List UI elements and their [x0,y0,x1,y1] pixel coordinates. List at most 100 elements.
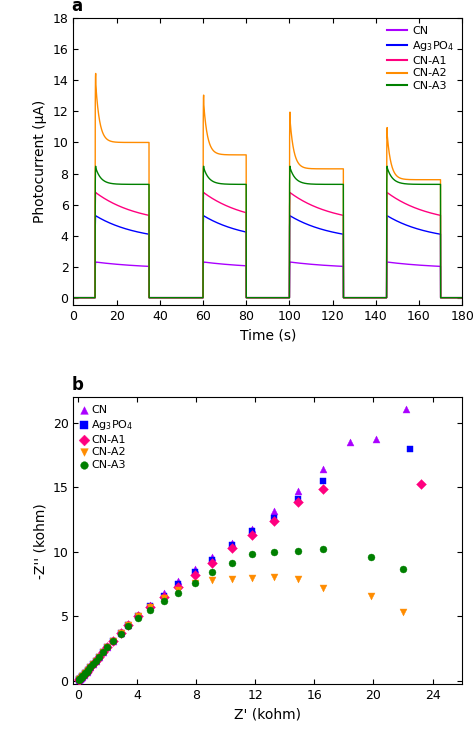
CN-A2 [99,646,107,658]
CN [87,661,94,673]
Ag$_3$PO$_4$ [228,539,236,551]
CN-A2 [124,619,132,631]
CN-A2 [271,571,278,583]
Ag$_3$PO$_4$ [92,654,100,666]
CN-A1 [209,558,216,569]
Ag$_3$PO$_4$ [79,671,86,682]
Ag$_3$PO$_4$ [82,668,89,679]
CN [228,537,236,549]
Legend: CN, Ag$_3$PO$_4$, CN-A1, CN-A2, CN-A3: CN, Ag$_3$PO$_4$, CN-A1, CN-A2, CN-A3 [384,24,456,94]
Ag$_3$PO$_4$ [209,553,216,565]
CN-A2 [319,582,327,594]
CN-A3 [174,587,182,599]
CN-A2 [174,585,182,597]
CN [174,575,182,587]
CN-A1 [135,610,142,622]
CN [92,654,100,666]
CN-A2 [294,574,302,586]
CN-A3 [76,673,84,684]
CN [75,673,83,685]
CN [319,463,327,475]
CN-A1 [92,654,100,666]
CN-A2 [399,606,407,618]
Ag$_3$PO$_4$ [248,526,256,537]
CN [124,619,132,631]
CN-A1 [191,569,199,580]
CN-A3 [104,641,111,653]
CN-A3 [99,646,107,658]
Ag$_3$PO$_4$ [117,627,125,639]
CN-A3 [92,654,100,666]
CN-A1 [79,671,86,682]
CN-A2 [160,592,167,604]
Ag$_3$PO$_4$ [407,443,414,455]
CN [271,505,278,517]
Text: b: b [72,376,83,395]
Ag$_3$PO$_4$ [294,493,302,505]
CN-A1 [117,627,125,639]
CN-A2 [191,577,199,589]
CN-A1 [75,673,83,685]
Ag$_3$PO$_4$ [146,600,154,612]
CN [294,485,302,497]
CN-A1 [87,661,94,673]
Ag$_3$PO$_4$ [109,635,117,646]
CN-A2 [87,661,94,673]
CN-A3 [79,671,86,682]
Ag$_3$PO$_4$ [80,669,88,681]
CN-A3 [160,595,167,607]
CN-A1 [294,496,302,507]
Ag$_3$PO$_4$ [174,578,182,590]
CN-A3 [146,604,154,616]
CN [96,651,103,662]
CN-A3 [399,563,407,575]
CN-A2 [104,641,111,653]
Ag$_3$PO$_4$ [83,665,91,677]
CN-A3 [191,577,199,589]
CN-A2 [75,674,82,686]
CN-A2 [75,673,83,685]
Y-axis label: -Z'' (kohm): -Z'' (kohm) [33,503,47,579]
Ag$_3$PO$_4$ [89,659,97,671]
Ag$_3$PO$_4$ [104,641,111,653]
CN-A3 [77,672,85,684]
CN-A1 [271,515,278,527]
X-axis label: Z' (kohm): Z' (kohm) [234,708,301,722]
CN [346,436,354,448]
CN-A1 [248,529,256,541]
CN-A2 [83,665,91,677]
CN-A2 [135,610,142,622]
CN-A3 [87,661,94,673]
CN [75,674,82,686]
CN-A2 [78,671,85,683]
CN-A3 [83,665,91,677]
CN-A1 [83,665,91,677]
CN [83,665,91,677]
CN-A1 [174,580,182,592]
CN-A2 [248,572,256,584]
Ag$_3$PO$_4$ [271,512,278,524]
CN-A3 [75,673,83,685]
Ag$_3$PO$_4$ [319,475,327,487]
CN-A3 [319,543,327,555]
CN-A1 [228,542,236,554]
Ag$_3$PO$_4$ [84,664,92,676]
CN-A1 [96,651,103,662]
CN-A3 [209,567,216,578]
CN [160,587,167,599]
Ag$_3$PO$_4$ [96,651,103,662]
CN-A3 [124,621,132,632]
CN-A2 [367,590,374,602]
CN-A3 [75,674,82,686]
Ag$_3$PO$_4$ [77,672,85,684]
CN-A2 [92,654,100,666]
CN-A3 [96,651,103,662]
CN-A1 [104,641,111,653]
CN [77,672,85,684]
Legend: CN, Ag$_3$PO$_4$, CN-A1, CN-A2, CN-A3: CN, Ag$_3$PO$_4$, CN-A1, CN-A2, CN-A3 [79,403,136,472]
CN [76,673,84,684]
Ag$_3$PO$_4$ [87,661,94,673]
CN [117,627,125,639]
CN-A2 [89,659,97,671]
CN [99,646,107,658]
